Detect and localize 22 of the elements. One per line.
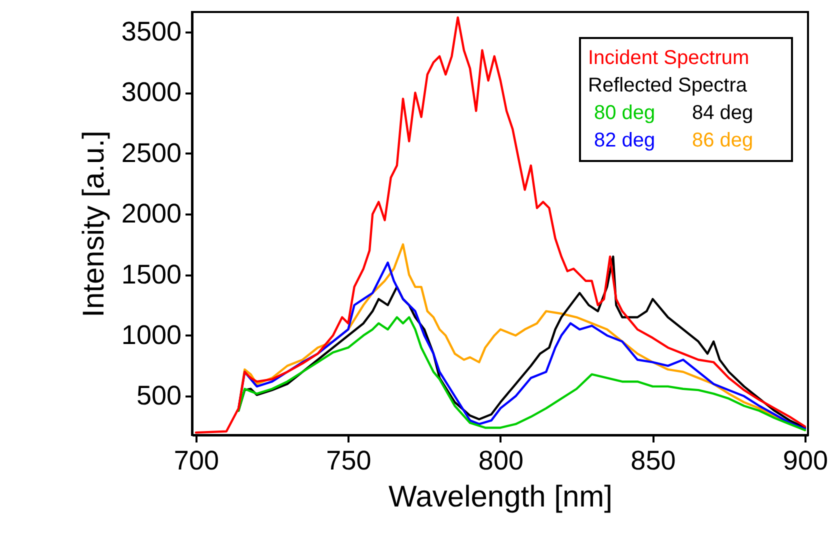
y-tick-label: 1500: [121, 259, 182, 290]
y-axis-title: Intensity [a.u.]: [77, 130, 110, 318]
text: 80 deg: [594, 102, 656, 124]
y-tick-label: 2500: [121, 138, 182, 168]
y-tick-label: 3000: [121, 77, 182, 108]
y-tick-label: 1000: [121, 320, 182, 350]
x-tick-label: 700: [174, 446, 219, 476]
x-tick-label: 850: [630, 446, 676, 476]
x-tick-label: 800: [478, 446, 524, 476]
y-tick-label: 3500: [121, 16, 182, 47]
text: 84 deg: [692, 102, 754, 124]
text: 86 deg: [692, 130, 754, 152]
x-axis-title: Wavelength [nm]: [388, 480, 612, 514]
text: 82 deg: [594, 130, 656, 152]
y-tick-label: 2000: [121, 198, 182, 229]
line-series: [237, 316, 806, 432]
y-tick-label: 500: [136, 380, 182, 411]
line-series: [194, 16, 806, 434]
text: Incident Spectrum: [588, 47, 750, 69]
x-tick-label: 750: [326, 446, 372, 476]
legend-title: Reflected Spectra: [588, 74, 748, 96]
x-tick-label: 900: [782, 446, 828, 476]
